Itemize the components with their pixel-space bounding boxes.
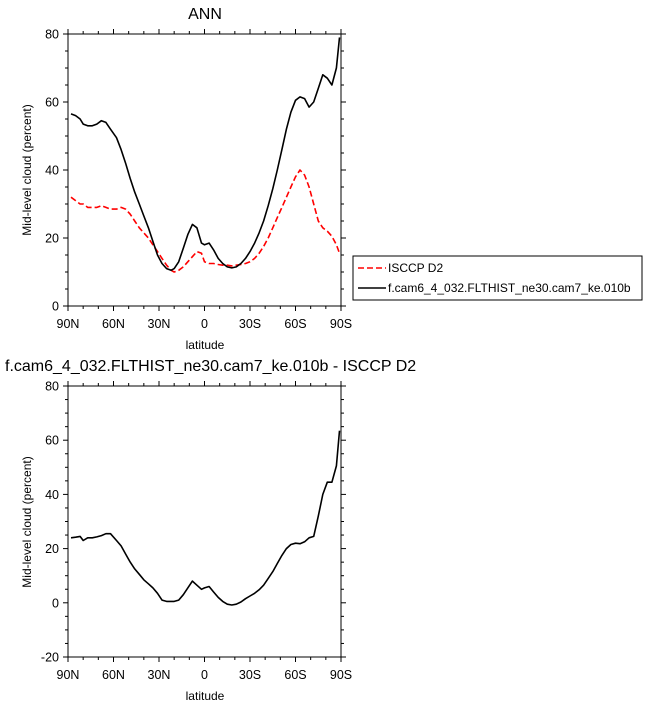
bottom-x-tick-label: 60N	[102, 668, 125, 682]
legend: ISCCP D2 f.cam6_4_032.FLTHIST_ne30.cam7_…	[352, 255, 643, 301]
bottom-panel: f.cam6_4_032.FLTHIST_ne30.cam7_ke.010b -…	[5, 358, 416, 703]
bottom-x-tick-label: 30N	[148, 668, 171, 682]
top-x-tick-label: 60S	[284, 317, 306, 331]
bottom-y-tick-label: 80	[45, 380, 59, 394]
top-x-axis-label: latitude	[186, 338, 225, 352]
top-panel: ANN 0 20 40 60 80 90N 60N 30N 0 30S 60S 90S latitud…	[20, 6, 352, 352]
top-x-tick-label: 90S	[330, 317, 352, 331]
bottom-y-tick-label: 0	[52, 596, 59, 610]
top-x-tick-label: 30N	[148, 317, 171, 331]
legend-box	[352, 255, 643, 301]
bottom-y-tick-label: -20	[41, 651, 59, 665]
top-y-axis-label: Mid-level cloud (percent)	[20, 104, 34, 235]
top-y-tick-label: 60	[45, 96, 59, 110]
top-x-tick-label: 60N	[102, 317, 125, 331]
legend-label-model: f.cam6_4_032.FLTHIST_ne30.cam7_ke.010b	[388, 281, 631, 295]
bottom-x-tick-label: 90N	[57, 668, 80, 682]
bottom-x-tick-label: 30S	[239, 668, 261, 682]
top-series-line-0	[70, 169, 341, 273]
legend-label-isccp-d2: ISCCP D2	[388, 261, 443, 275]
bottom-x-tick-label: 60S	[284, 668, 306, 682]
bottom-x-tick-label: 0	[201, 668, 208, 682]
top-plot-lines	[70, 37, 341, 273]
bottom-y-axis-label: Mid-level cloud (percent)	[20, 456, 34, 587]
top-x-tick-label: 90N	[57, 317, 80, 331]
bottom-y-tick-label: 40	[45, 488, 59, 502]
top-y-tick-label: 20	[45, 232, 59, 246]
top-series-line-1	[70, 37, 341, 272]
top-axes: 0 20 40 60 80 90N 60N 30N 0 30S 60S 90S	[45, 28, 352, 332]
bottom-x-axis-label: latitude	[186, 689, 225, 703]
top-y-tick-label: 80	[45, 28, 59, 42]
bottom-series-line-0	[70, 430, 341, 606]
bottom-y-tick-label: 60	[45, 434, 59, 448]
bottom-plot-frame	[67, 385, 342, 658]
top-chart-title: ANN	[188, 6, 222, 23]
top-y-tick-label: 0	[52, 300, 59, 314]
top-x-tick-label: 30S	[239, 317, 261, 331]
bottom-chart-title: f.cam6_4_032.FLTHIST_ne30.cam7_ke.010b -…	[5, 358, 416, 375]
bottom-x-tick-label: 90S	[330, 668, 352, 682]
top-y-tick-label: 40	[45, 164, 59, 178]
top-x-tick-label: 0	[201, 317, 208, 331]
bottom-y-tick-label: 20	[45, 542, 59, 556]
bottom-plot-lines	[70, 430, 341, 606]
bottom-axes: -20 0 20 40 60 80 90N 60N 30N 0 30S 60S 90S	[41, 380, 352, 683]
